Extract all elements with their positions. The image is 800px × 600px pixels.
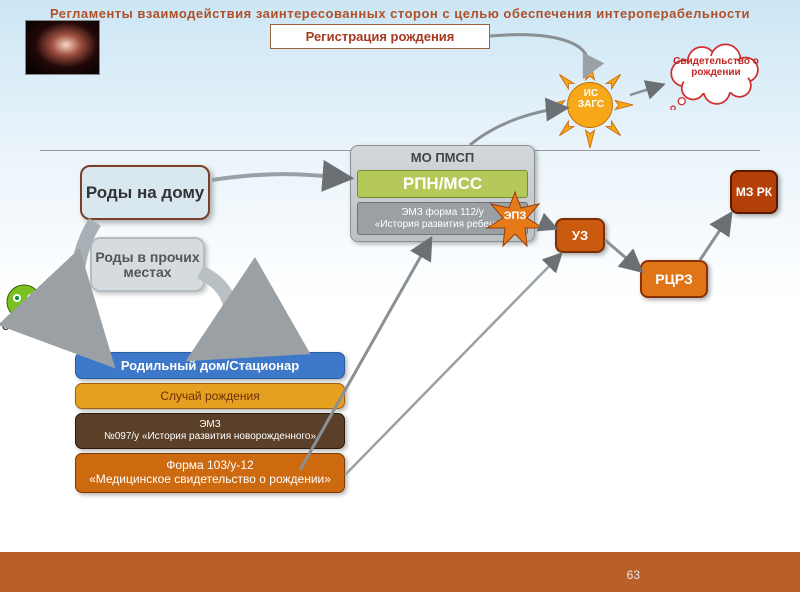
baby-photo (25, 20, 100, 75)
header-box: Регистрация рождения (270, 24, 490, 49)
face-icon (4, 282, 44, 322)
sun-label: ИС ЗАГС (572, 89, 610, 110)
box-rcrz: РЦРЗ (640, 260, 708, 298)
page-number: 63 (627, 568, 640, 582)
page-title: Регламенты взаимодействия заинтересованн… (0, 6, 800, 21)
face-label: COMП (2, 322, 33, 333)
box-mzrk: МЗ РК (730, 170, 778, 214)
cloud-label: Свидетельство о рождении (672, 56, 760, 78)
star-label: ЭПЗ (496, 210, 534, 222)
row-form: Форма 103/у-12«Медицинское свидетельство… (75, 453, 345, 493)
mo-title: МО ПМСП (351, 150, 534, 165)
row-maternity-head: Родильный дом/Стационар (75, 352, 345, 379)
row-case: Случай рождения (75, 383, 345, 409)
maternity-stack: Родильный дом/Стационар Случай рождения … (75, 352, 345, 497)
box-uz: УЗ (555, 218, 605, 253)
footer-bar (0, 552, 800, 592)
box-other-birth: Роды в прочих местах (90, 237, 205, 292)
box-home-birth: Роды на дому (80, 165, 210, 220)
row-emz: ЭМЗ№097/у «История развития новорожденно… (75, 413, 345, 449)
